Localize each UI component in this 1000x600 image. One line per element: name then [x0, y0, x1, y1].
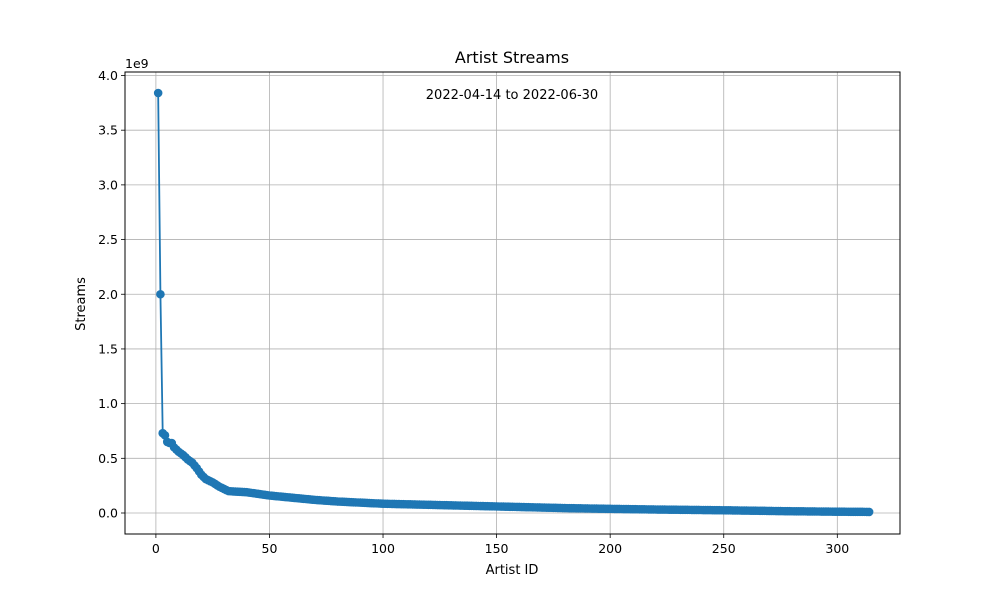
data-point [156, 289, 165, 299]
data-point [153, 88, 163, 98]
x-tick-label: 100 [371, 541, 395, 556]
chart-title: Artist Streams [455, 48, 569, 67]
plot-frame [124, 71, 901, 535]
x-axis: 0 50 100 150 200 250 300 [152, 534, 849, 556]
y-tick-label: 3.5 [98, 123, 118, 138]
y-tick-label: 1.5 [98, 341, 118, 356]
x-tick-label: 150 [485, 541, 509, 556]
x-tick-label: 200 [598, 541, 622, 556]
y-tick-label: 2.0 [98, 287, 118, 302]
x-tick-label: 250 [712, 541, 736, 556]
x-axis-label: Artist ID [486, 563, 539, 578]
y-tick-label: 0.5 [98, 451, 118, 466]
y-tick-label: 3.0 [98, 177, 118, 192]
x-tick-label: 300 [825, 541, 849, 556]
y-tick-label: 2.5 [98, 232, 118, 247]
x-tick-label: 0 [152, 541, 160, 556]
grid [125, 72, 900, 534]
y-tick-label: 0.0 [98, 506, 118, 521]
series-streams [153, 88, 874, 517]
date-range-annotation: 2022-04-14 to 2022-06-30 [426, 88, 598, 103]
y-tick-label: 1.0 [98, 396, 118, 411]
data-point [864, 507, 874, 517]
y-offset-label: 1e9 [125, 56, 149, 71]
y-axis-label: Streams [74, 277, 89, 331]
y-tick-label: 4.0 [98, 68, 118, 83]
y-axis: 0.0 0.5 1.0 1.5 2.0 2.5 3.0 3.5 4.0 [98, 68, 125, 521]
data-point [160, 431, 170, 440]
x-tick-label: 50 [262, 541, 278, 556]
